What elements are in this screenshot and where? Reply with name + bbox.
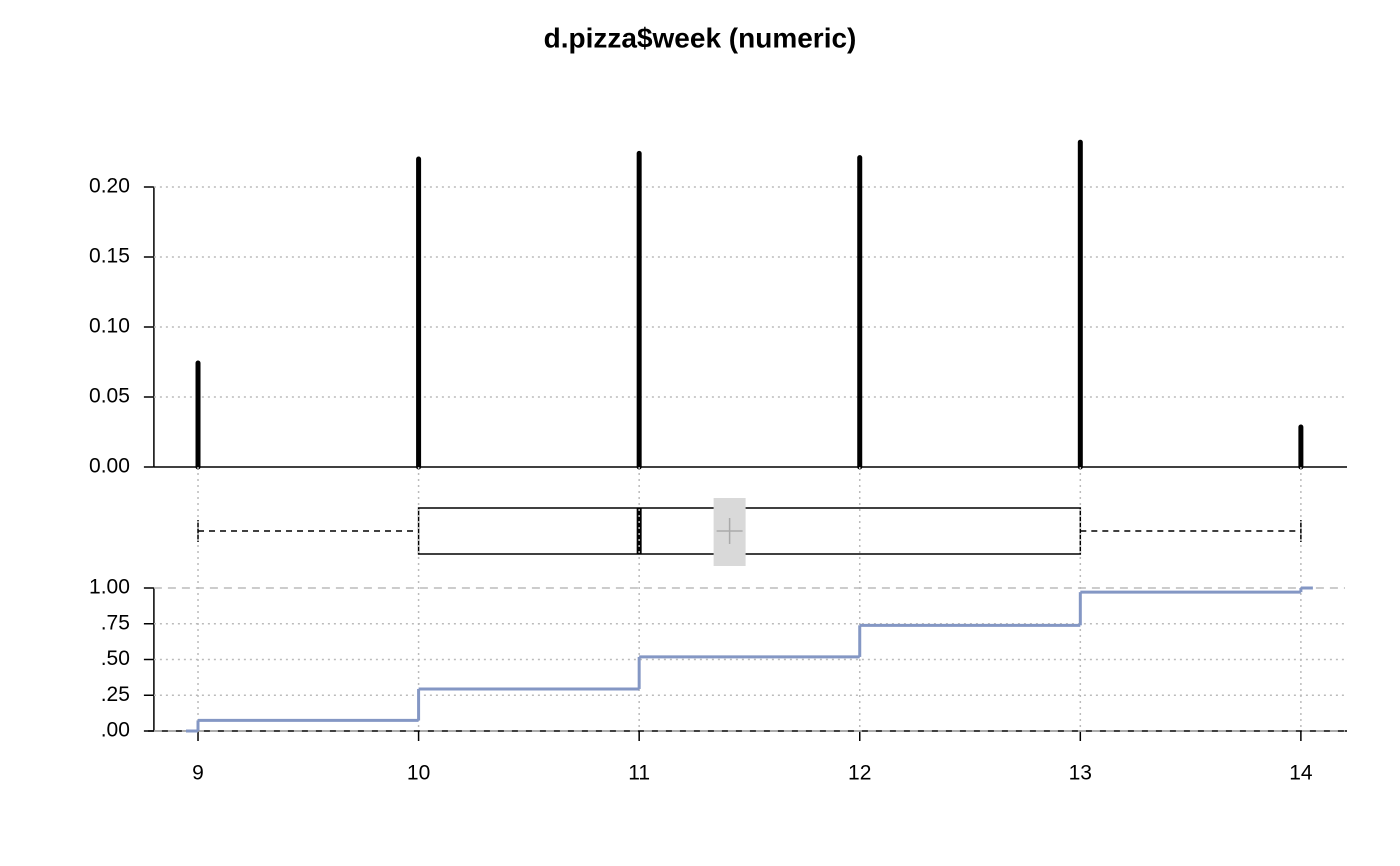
- x-tick-label: 12: [848, 762, 871, 785]
- y-tick-label: .00: [101, 719, 130, 742]
- x-tick-label: 10: [407, 762, 430, 785]
- y-tick-label: 0.00: [89, 455, 130, 478]
- y-tick-label: 0.20: [89, 175, 130, 198]
- y-tick-label: 0.15: [89, 245, 130, 268]
- x-tick-label: 11: [628, 762, 650, 785]
- y-tick-label: .50: [101, 647, 130, 670]
- y-tick-label: 1.00: [89, 576, 130, 599]
- x-tick-label: 9: [192, 762, 204, 785]
- y-tick-label: .75: [101, 611, 130, 634]
- y-tick-label: .25: [101, 683, 130, 706]
- y-tick-label: 0.05: [89, 385, 130, 408]
- chart-title: d.pizza$week (numeric): [544, 22, 857, 53]
- x-tick-label: 13: [1069, 762, 1092, 785]
- x-tick-label: 14: [1289, 762, 1313, 785]
- mean-marker: [716, 518, 743, 544]
- y-tick-label: 0.10: [89, 315, 130, 338]
- box: [417, 507, 1082, 555]
